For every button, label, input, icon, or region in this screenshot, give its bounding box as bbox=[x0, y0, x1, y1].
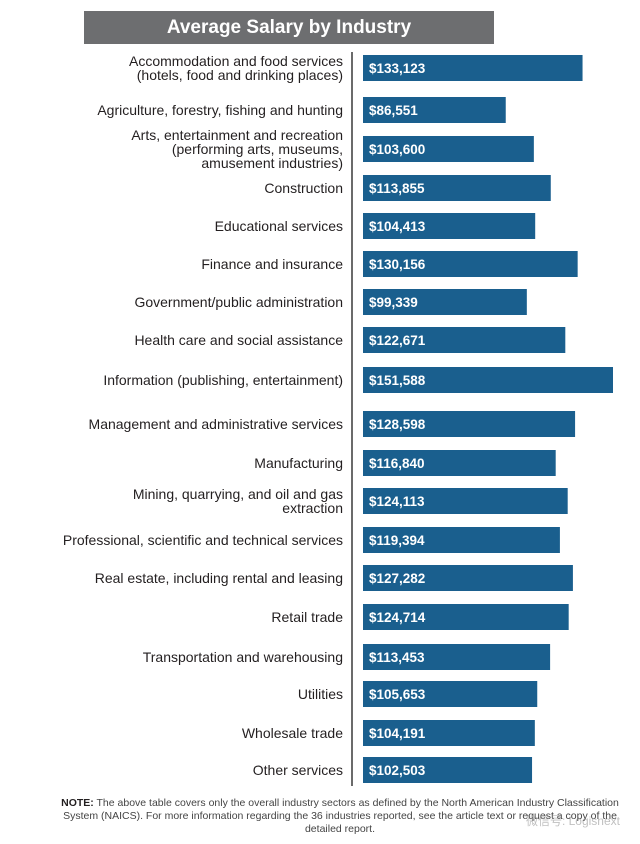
category-label: Finance and insurance bbox=[201, 256, 343, 272]
category-label: Real estate, including rental and leasin… bbox=[95, 570, 343, 586]
bar-value-label: $104,413 bbox=[369, 219, 426, 234]
bar bbox=[363, 488, 568, 514]
category-label: Management and administrative services bbox=[89, 416, 343, 432]
category-label: amusement industries) bbox=[201, 155, 343, 171]
bar bbox=[363, 757, 533, 783]
bar-value-label: $130,156 bbox=[369, 257, 426, 272]
bar-value-label: $128,598 bbox=[369, 417, 426, 432]
bar bbox=[363, 136, 534, 162]
category-label: Accommodation and food services bbox=[129, 53, 343, 69]
bar bbox=[363, 327, 566, 353]
category-label: Agriculture, forestry, fishing and hunti… bbox=[97, 102, 343, 118]
chart-title: Average Salary by Industry bbox=[84, 11, 494, 44]
bar bbox=[363, 681, 538, 707]
bar-value-label: $119,394 bbox=[369, 533, 425, 548]
bar-value-label: $122,671 bbox=[369, 333, 426, 348]
category-label: Arts, entertainment and recreation bbox=[131, 127, 343, 143]
bar bbox=[363, 604, 569, 630]
category-label: Information (publishing, entertainment) bbox=[103, 372, 343, 388]
watermark: 微信号: Logisnext bbox=[525, 814, 620, 828]
category-label: Health care and social assistance bbox=[134, 332, 343, 348]
bar bbox=[363, 450, 556, 476]
note-prefix: NOTE: bbox=[61, 797, 94, 809]
bar-value-label: $86,551 bbox=[369, 103, 418, 118]
bar-value-label: $99,339 bbox=[369, 295, 418, 310]
bar-value-label: $124,113 bbox=[369, 494, 425, 509]
category-label: extraction bbox=[282, 500, 343, 516]
bar-value-label: $151,588 bbox=[369, 373, 426, 388]
bar bbox=[363, 644, 551, 670]
category-label: Educational services bbox=[215, 218, 343, 234]
bar bbox=[363, 720, 535, 746]
bar bbox=[363, 565, 573, 591]
category-label: Utilities bbox=[298, 686, 343, 702]
bar-value-label: $116,840 bbox=[369, 456, 425, 471]
bar-value-label: $102,503 bbox=[369, 763, 426, 778]
bar-value-label: $133,123 bbox=[369, 61, 426, 76]
bar-value-label: $124,714 bbox=[369, 610, 426, 625]
category-label: Wholesale trade bbox=[242, 725, 343, 741]
bar-value-label: $103,600 bbox=[369, 142, 425, 157]
category-label: Other services bbox=[253, 762, 343, 778]
category-label: Mining, quarrying, and oil and gas bbox=[133, 486, 343, 502]
category-label: (performing arts, museums, bbox=[172, 141, 343, 157]
bar bbox=[363, 527, 560, 553]
bar bbox=[363, 175, 551, 201]
bar bbox=[363, 213, 536, 239]
note-text: The above table covers only the overall … bbox=[63, 797, 619, 835]
bar-value-label: $104,191 bbox=[369, 726, 426, 741]
bar-value-label: $113,453 bbox=[369, 650, 425, 665]
category-label: Manufacturing bbox=[254, 455, 343, 471]
category-label: (hotels, food and drinking places) bbox=[137, 67, 343, 83]
bar-value-label: $105,653 bbox=[369, 687, 426, 702]
category-label: Construction bbox=[264, 180, 343, 196]
bar-value-label: $127,282 bbox=[369, 571, 425, 586]
footnote: NOTE: The above table covers only the ov… bbox=[60, 797, 620, 836]
bar-value-label: $113,855 bbox=[369, 181, 425, 196]
category-label: Transportation and warehousing bbox=[143, 649, 343, 665]
bar bbox=[363, 55, 583, 81]
bar bbox=[363, 251, 578, 277]
bar bbox=[363, 411, 576, 437]
category-label: Retail trade bbox=[271, 609, 343, 625]
category-label: Government/public administration bbox=[134, 294, 343, 310]
bar bbox=[363, 97, 506, 123]
bar bbox=[363, 289, 527, 315]
bar bbox=[363, 367, 613, 393]
category-label: Professional, scientific and technical s… bbox=[63, 532, 343, 548]
